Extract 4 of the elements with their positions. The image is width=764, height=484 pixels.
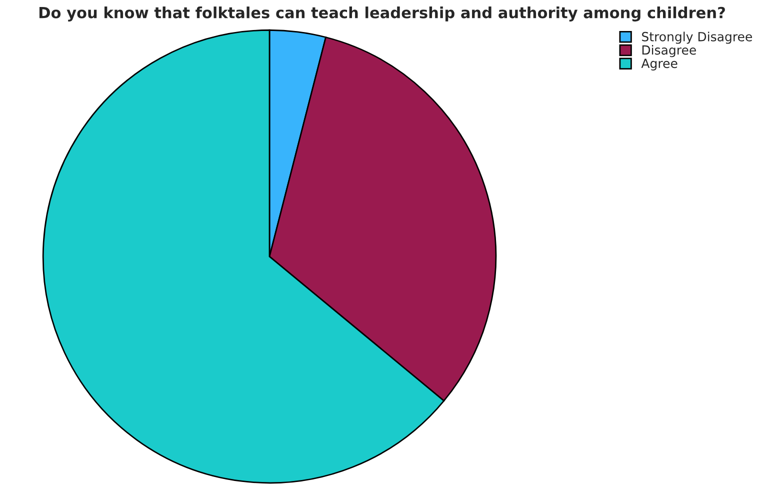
legend-label: Strongly Disagree	[642, 32, 752, 44]
legend-label: Disagree	[642, 45, 696, 58]
legend-label: Agree	[641, 58, 678, 70]
chart-title: Do you know that folktales can teach leadership and authority among children?	[39, 6, 725, 22]
